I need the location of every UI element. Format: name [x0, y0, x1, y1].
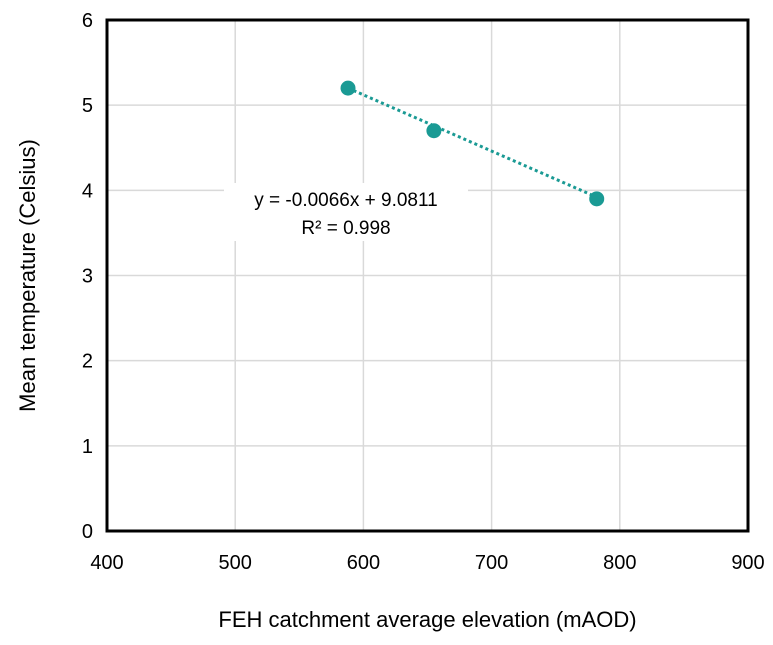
trendline-label-background [224, 183, 468, 241]
y-tick-labels: 0 1 2 3 4 5 6 [82, 10, 93, 543]
y-tick-label: 1 [82, 436, 93, 458]
y-tick-label: 0 [82, 521, 93, 543]
trendline-equation: y = -0.0066x + 9.0811 [254, 190, 437, 211]
x-tick-label: 800 [603, 552, 636, 574]
x-tick-label: 600 [347, 552, 380, 574]
x-tick-labels: 400 500 600 700 800 900 [90, 552, 764, 574]
y-axis-title: Mean temperature (Celsius) [15, 139, 40, 412]
x-tick-label: 700 [475, 552, 508, 574]
gridlines [107, 20, 748, 531]
data-point [426, 123, 442, 139]
plot-area-border [105, 18, 750, 533]
x-tick-label: 400 [90, 552, 123, 574]
y-tick-label: 4 [82, 180, 93, 202]
data-point [340, 80, 356, 96]
data-points [340, 80, 605, 207]
x-tick-label: 900 [731, 552, 764, 574]
data-point [589, 191, 605, 207]
x-tick-label: 500 [219, 552, 252, 574]
trendline-label: y = -0.0066x + 9.0811 R² = 0.998 [224, 183, 468, 241]
y-tick-label: 6 [82, 10, 93, 32]
trendline-r-squared: R² = 0.998 [301, 218, 390, 239]
y-tick-label: 2 [82, 351, 93, 373]
x-axis-title: FEH catchment average elevation (mAOD) [218, 607, 636, 632]
y-tick-label: 5 [82, 95, 93, 117]
y-tick-label: 3 [82, 266, 93, 288]
